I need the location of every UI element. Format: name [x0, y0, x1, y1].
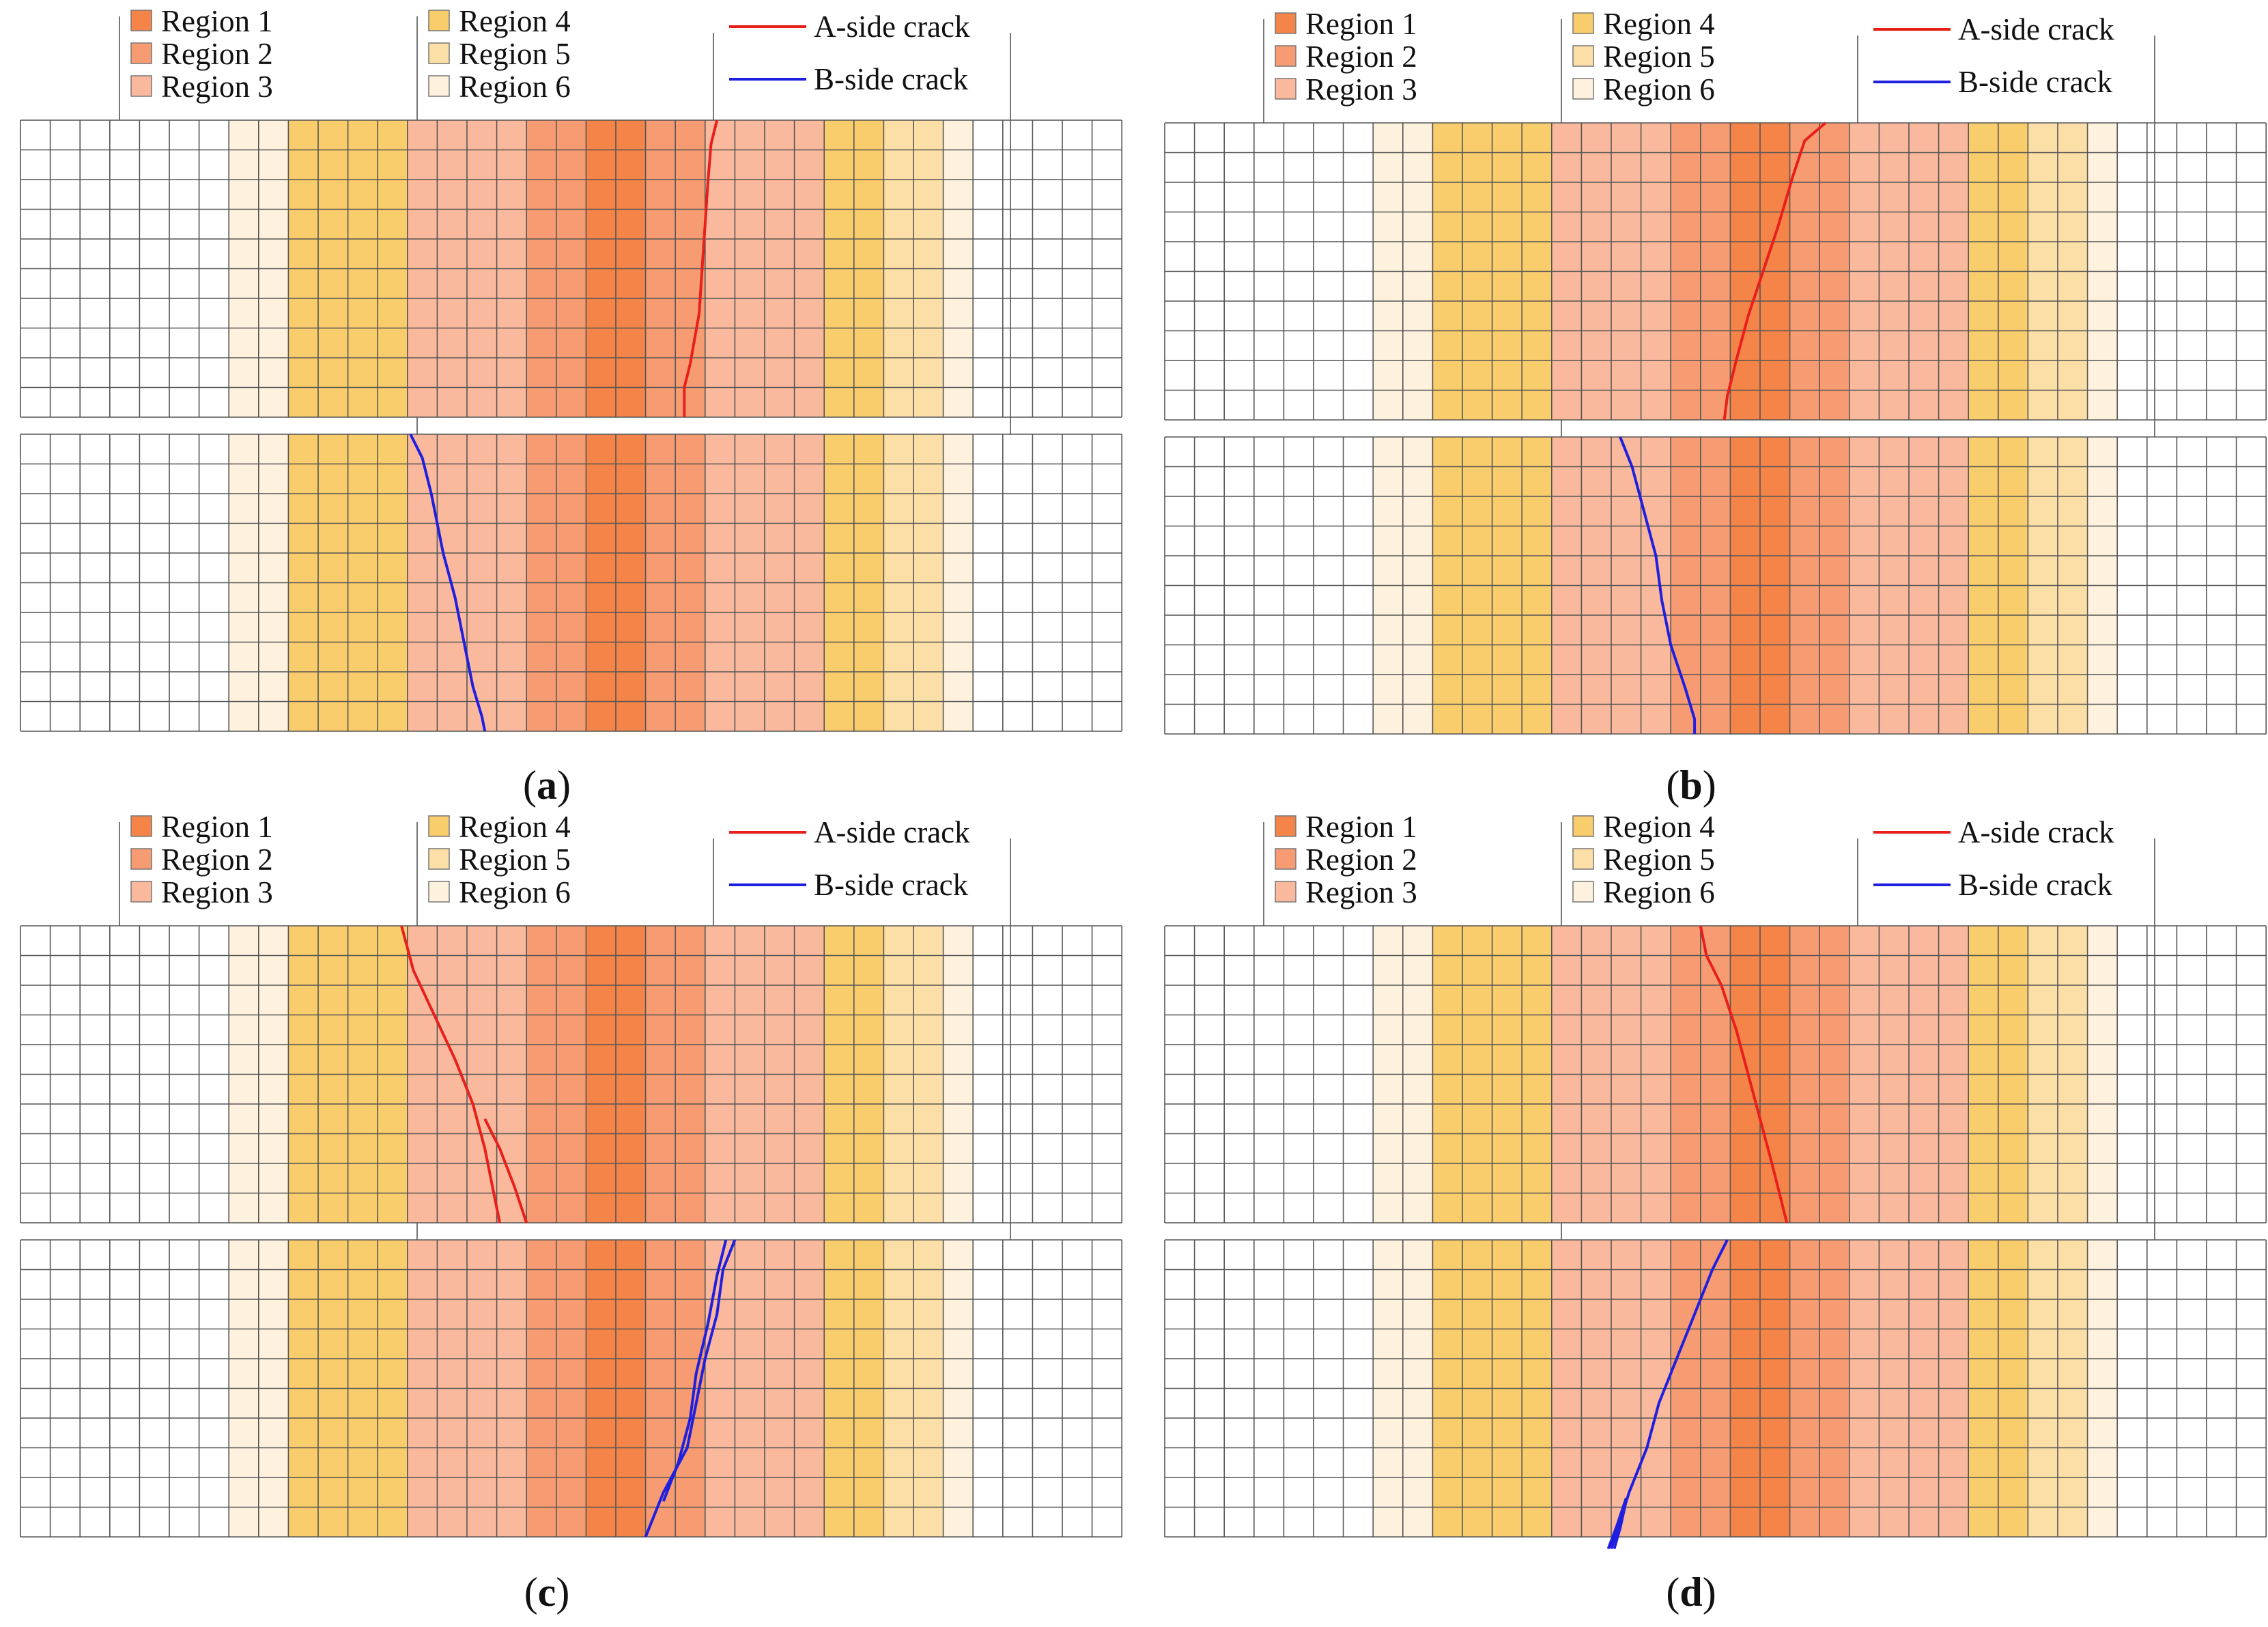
- region-1-swatch: [1275, 12, 1296, 34]
- region-2-label: Region 2: [1305, 843, 1417, 877]
- region-1-label: Region 1: [161, 810, 273, 844]
- plate-b-side: [1164, 436, 2267, 735]
- region-3-swatch: [1275, 881, 1296, 903]
- mesh-grid: [20, 1239, 1122, 1538]
- panel-caption-letter: b: [1679, 763, 1702, 808]
- mesh-grid: [1164, 925, 2267, 1223]
- region-4-label: Region 4: [459, 810, 571, 844]
- plate-a-side: [1164, 925, 2267, 1223]
- a-side-crack: [400, 925, 501, 1223]
- panel-caption-letter: a: [537, 763, 557, 808]
- panel-caption-letter: d: [1679, 1570, 1702, 1615]
- mesh-grid: [20, 434, 1122, 732]
- region-5-label: Region 5: [459, 37, 571, 71]
- b-side-crack: [644, 1239, 737, 1538]
- region-1-label: Region 1: [1305, 810, 1417, 844]
- region-6-swatch: [428, 75, 450, 97]
- a-side-crack-label: A-side crack: [1958, 815, 2114, 849]
- b-side-crack: [1613, 1501, 1628, 1549]
- a-side-crack: [1723, 122, 1827, 421]
- b-side-crack: [409, 434, 487, 732]
- panel-caption: (c): [524, 1570, 570, 1615]
- plate-b-side: [20, 434, 1122, 732]
- a-side-crack-label: A-side crack: [814, 10, 970, 44]
- region-1-swatch: [1275, 815, 1296, 837]
- region-2-swatch: [1275, 45, 1296, 67]
- region-3-swatch: [130, 881, 152, 903]
- b-side-crack: [1619, 436, 1697, 734]
- region-4-label: Region 4: [459, 4, 571, 38]
- panel-caption: (b): [1666, 763, 1716, 808]
- plate-a-side: [20, 925, 1122, 1223]
- region-4-swatch: [1572, 815, 1594, 837]
- region-5-label: Region 5: [1603, 40, 1715, 74]
- b-side-crack-label: B-side crack: [1958, 868, 2113, 902]
- b-side-crack-label: B-side crack: [814, 868, 969, 902]
- a-side-crack-label: A-side crack: [1958, 12, 2114, 46]
- region-4-label: Region 4: [1603, 810, 1715, 844]
- region-6-swatch: [428, 881, 450, 903]
- region-6-swatch: [1572, 78, 1594, 100]
- mesh-grid: [20, 925, 1122, 1223]
- region-5-swatch: [1572, 45, 1594, 67]
- region-3-label: Region 3: [161, 70, 273, 104]
- a-side-crack-label: A-side crack: [814, 815, 970, 849]
- b-side-crack-label: B-side crack: [1958, 65, 2113, 99]
- b-side-crack-label: B-side crack: [814, 62, 969, 96]
- region-2-swatch: [130, 42, 152, 64]
- region-3-swatch: [130, 75, 152, 97]
- plate-a-side: [1164, 122, 2267, 421]
- plate-b-side: [1164, 1239, 2267, 1538]
- region-1-label: Region 1: [1305, 7, 1417, 41]
- region-6-label: Region 6: [459, 875, 571, 909]
- region-5-label: Region 5: [1603, 843, 1715, 877]
- mesh-grid: [1164, 122, 2267, 421]
- region-1-swatch: [130, 815, 152, 837]
- mesh-grid: [1164, 436, 2267, 735]
- panel-caption: (a): [523, 763, 571, 808]
- region-5-label: Region 5: [459, 843, 571, 877]
- a-side-crack: [1699, 925, 1789, 1223]
- region-4-label: Region 4: [1603, 7, 1715, 41]
- region-2-label: Region 2: [161, 37, 273, 71]
- a-side-crack: [683, 119, 719, 417]
- region-6-label: Region 6: [459, 70, 571, 104]
- region-5-swatch: [428, 42, 450, 64]
- region-4-swatch: [428, 10, 450, 31]
- region-5-swatch: [428, 848, 450, 870]
- region-3-label: Region 3: [1305, 72, 1417, 107]
- mesh-grid: [20, 119, 1122, 418]
- region-4-swatch: [428, 815, 450, 837]
- region-2-label: Region 2: [1305, 40, 1417, 74]
- region-1-swatch: [130, 10, 152, 31]
- region-3-label: Region 3: [1305, 875, 1417, 909]
- region-2-label: Region 2: [161, 843, 273, 877]
- plate-a-side: [20, 119, 1122, 418]
- region-3-label: Region 3: [161, 875, 273, 909]
- region-3-swatch: [1275, 78, 1296, 100]
- mesh-grid: [1164, 1239, 2267, 1538]
- region-2-swatch: [1275, 848, 1296, 870]
- region-6-label: Region 6: [1603, 875, 1715, 909]
- panel-caption: (d): [1666, 1570, 1716, 1615]
- b-side-crack: [1610, 1239, 1729, 1550]
- region-5-swatch: [1572, 848, 1594, 870]
- panel-caption-letter: c: [538, 1570, 556, 1615]
- region-2-swatch: [130, 848, 152, 870]
- b-side-crack: [662, 1239, 728, 1502]
- region-1-label: Region 1: [161, 4, 273, 38]
- region-4-swatch: [1572, 12, 1594, 34]
- b-side-crack: [1606, 1497, 1628, 1550]
- a-side-crack: [483, 1118, 528, 1223]
- region-6-swatch: [1572, 881, 1594, 903]
- region-6-label: Region 6: [1603, 72, 1715, 107]
